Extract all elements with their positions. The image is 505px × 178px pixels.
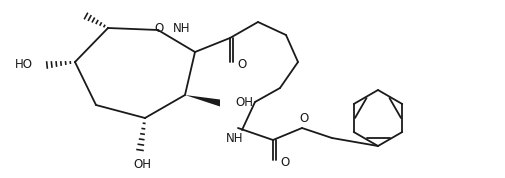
Text: NH: NH bbox=[173, 22, 190, 35]
Text: O: O bbox=[280, 156, 290, 169]
Text: O: O bbox=[299, 112, 309, 125]
Text: NH: NH bbox=[226, 132, 244, 145]
Text: OH: OH bbox=[235, 96, 253, 109]
Polygon shape bbox=[185, 95, 220, 106]
Text: HO: HO bbox=[15, 59, 33, 72]
Text: OH: OH bbox=[133, 158, 151, 171]
Text: O: O bbox=[237, 57, 246, 70]
Text: O: O bbox=[155, 22, 164, 35]
